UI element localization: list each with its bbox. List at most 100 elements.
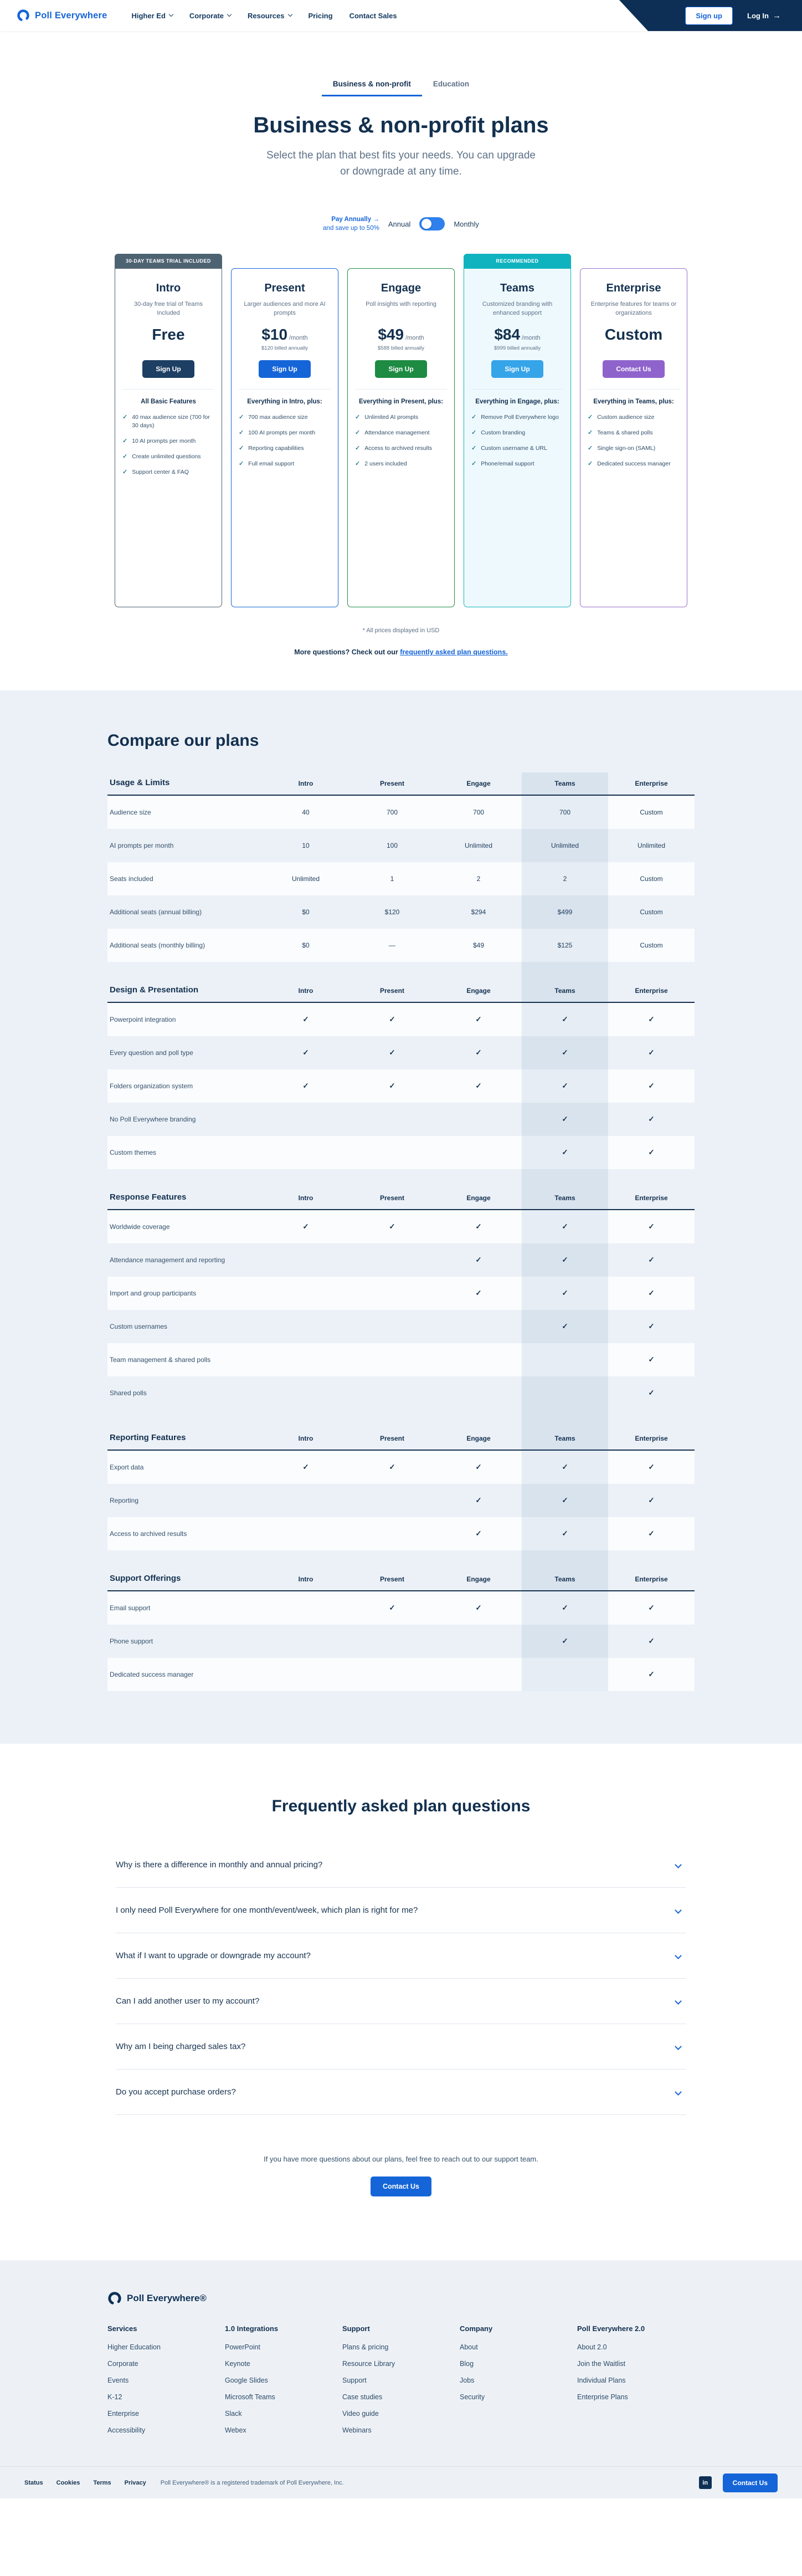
footer-link-video-guide[interactable]: Video guide bbox=[342, 2410, 379, 2418]
nav-item-resources[interactable]: Resources bbox=[248, 12, 292, 20]
faq-item-why-is-there-a-difference-in-monthly-and[interactable]: Why is there a difference in monthly and… bbox=[116, 1842, 686, 1888]
compare-section-header-design-presentation: Design & Presentation Intro Present Engage T… bbox=[107, 980, 695, 1003]
footer-columns: Services Higher Education Corporate Events K… bbox=[107, 2324, 695, 2443]
plan-card-teams: Teams Customized branding with enhanced s… bbox=[464, 268, 571, 608]
checkmark-icon: ✓ bbox=[302, 1082, 309, 1090]
divider bbox=[122, 389, 214, 390]
checkmark-icon: ✓ bbox=[562, 1048, 568, 1057]
footer-link-webex[interactable]: Webex bbox=[225, 2426, 246, 2435]
footer-link-google-slides[interactable]: Google Slides bbox=[225, 2377, 268, 2385]
nav-item-pricing[interactable]: Pricing bbox=[308, 11, 333, 20]
faq-question: Do you accept purchase orders? bbox=[116, 2087, 236, 2097]
footer-link-plans-pricing[interactable]: Plans & pricing bbox=[342, 2343, 389, 2352]
faq-anchor-link[interactable]: frequently asked plan questions. bbox=[400, 648, 508, 657]
nav-item-corporate[interactable]: Corporate bbox=[189, 12, 232, 20]
compare-cell bbox=[435, 1103, 522, 1136]
tab-business-non-profit[interactable]: Business & non-profit bbox=[321, 74, 422, 96]
footer-link-about[interactable]: About bbox=[460, 2343, 478, 2352]
plan-cta-enterprise[interactable]: Contact Us bbox=[603, 360, 665, 378]
footer-link-resource-library[interactable]: Resource Library bbox=[342, 2360, 395, 2368]
footer-link-join-the-waitlist[interactable]: Join the Waitlist bbox=[577, 2360, 626, 2368]
check-icon: ✓ bbox=[471, 414, 477, 421]
compare-section-title: Usage & Limits bbox=[110, 778, 170, 788]
footer-logo-text: Poll Everywhere® bbox=[127, 2293, 207, 2304]
footer-column-poll-everywhere-2-0: Poll Everywhere 2.0 About 2.0 Join the Wai… bbox=[577, 2324, 695, 2443]
compare-row-no-poll-everywhere-branding: No Poll Everywhere branding ✓ ✓ bbox=[107, 1103, 695, 1136]
plan-cta-present[interactable]: Sign Up bbox=[259, 360, 311, 378]
compare-plans-section: Compare our plans Usage & Limits Intro Pre… bbox=[0, 690, 802, 1744]
footer-link-corporate[interactable]: Corporate bbox=[107, 2360, 138, 2368]
nav-item-contact-sales[interactable]: Contact Sales bbox=[349, 11, 397, 20]
footer-link-keynote[interactable]: Keynote bbox=[225, 2360, 250, 2368]
legal-contact-us-button[interactable]: Contact Us bbox=[722, 2473, 778, 2492]
compare-row-label: No Poll Everywhere branding bbox=[110, 1115, 196, 1124]
chevron-down-icon bbox=[287, 12, 292, 17]
compare-title: Compare our plans bbox=[107, 731, 259, 750]
billing-toggle[interactable] bbox=[419, 217, 445, 231]
footer-link-higher-education[interactable]: Higher Education bbox=[107, 2343, 161, 2352]
tab-education[interactable]: Education bbox=[433, 80, 470, 88]
faq-contact-us-button[interactable]: Contact Us bbox=[371, 2176, 431, 2197]
footer-logo[interactable]: Poll Everywhere® bbox=[107, 2291, 695, 2306]
footer-link-blog[interactable]: Blog bbox=[460, 2360, 474, 2368]
footer-link-microsoft-teams[interactable]: Microsoft Teams bbox=[225, 2393, 275, 2401]
linkedin-icon[interactable]: in bbox=[698, 2476, 712, 2490]
faq-item-can-i-add-another-user-to-my-account[interactable]: Can I add another user to my account? bbox=[116, 1979, 686, 2025]
plan-intro: 30-DAY TEAMS TRIAL INCLUDED Intro 30-day f… bbox=[115, 254, 222, 608]
legal-link-cookies[interactable]: Cookies bbox=[56, 2479, 80, 2486]
footer-link-support[interactable]: Support bbox=[342, 2377, 367, 2385]
faq-list: Why is there a difference in monthly and… bbox=[116, 1842, 686, 2116]
plan-enterprise: Enterprise Enterprise features for teams … bbox=[580, 254, 687, 608]
faq-item-i-only-need-poll-everywhere-for-one-mont[interactable]: I only need Poll Everywhere for one mont… bbox=[116, 1888, 686, 1934]
compare-cell: $120 bbox=[384, 908, 400, 916]
plan-feature: ✓ 2 users included bbox=[355, 460, 447, 469]
compare-cell: Unlimited bbox=[551, 842, 579, 850]
check-icon: ✓ bbox=[588, 460, 593, 467]
legal-link-privacy[interactable]: Privacy bbox=[124, 2479, 146, 2486]
compare-column-intro: Intro bbox=[298, 987, 313, 995]
compare-cell bbox=[435, 1343, 522, 1376]
footer-link-slack[interactable]: Slack bbox=[225, 2410, 242, 2418]
compare-cell bbox=[349, 1243, 435, 1277]
footer-link-individual-plans[interactable]: Individual Plans bbox=[577, 2377, 626, 2385]
login-link[interactable]: Log In → bbox=[747, 11, 781, 21]
plan-cta-teams[interactable]: Sign Up bbox=[491, 360, 543, 378]
legal-link-terms[interactable]: Terms bbox=[93, 2479, 111, 2486]
poll-everywhere-logo-icon bbox=[17, 9, 29, 22]
footer-link-powerpoint[interactable]: PowerPoint bbox=[225, 2343, 260, 2352]
faq-item-why-am-i-being-charged-sales-tax[interactable]: Why am I being charged sales tax? bbox=[116, 2024, 686, 2070]
chevron-down-icon bbox=[675, 2088, 682, 2096]
plan-cta-engage[interactable]: Sign Up bbox=[375, 360, 427, 378]
footer-link-enterprise-plans[interactable]: Enterprise Plans bbox=[577, 2393, 628, 2401]
footer-link-accessibility[interactable]: Accessibility bbox=[107, 2426, 146, 2435]
plan-description: Enterprise features for teams or organiz… bbox=[590, 301, 677, 317]
poll-everywhere-logo[interactable]: Poll Everywhere bbox=[17, 9, 107, 22]
footer-link-events[interactable]: Events bbox=[107, 2377, 129, 2385]
plan-card-enterprise: Enterprise Enterprise features for teams … bbox=[580, 268, 687, 608]
billing-toggle-row: Pay Annually → and save up to 50% Annual… bbox=[0, 215, 802, 233]
compare-cell: 10 bbox=[302, 842, 310, 850]
compare-column-engage: Engage bbox=[466, 1194, 491, 1202]
footer-link-webinars[interactable]: Webinars bbox=[342, 2426, 372, 2435]
check-icon: ✓ bbox=[588, 414, 593, 421]
footer-link-about-2-0[interactable]: About 2.0 bbox=[577, 2343, 607, 2352]
plan-feature: ✓ Remove Poll Everywhere logo bbox=[471, 413, 563, 422]
faq-item-do-you-accept-purchase-orders[interactable]: Do you accept purchase orders? bbox=[116, 2070, 686, 2116]
compare-cell: 700 bbox=[386, 808, 398, 817]
compare-column-enterprise: Enterprise bbox=[635, 987, 668, 995]
signup-button[interactable]: Sign up bbox=[685, 6, 733, 25]
promo-line-2: and save up to 50% bbox=[323, 225, 379, 232]
compare-row-access-to-archived-results: Access to archived results ✓ ✓ ✓ bbox=[107, 1517, 695, 1551]
footer-link-enterprise[interactable]: Enterprise bbox=[107, 2410, 139, 2418]
footer-link-jobs[interactable]: Jobs bbox=[460, 2377, 475, 2385]
footer-link-case-studies[interactable]: Case studies bbox=[342, 2393, 383, 2401]
footer-link-k-12[interactable]: K-12 bbox=[107, 2393, 122, 2401]
compare-cell bbox=[263, 1484, 349, 1517]
nav-item-higher-ed[interactable]: Higher Ed bbox=[131, 12, 174, 20]
compare-table: Usage & Limits Intro Present Engage Teams Ent… bbox=[107, 772, 695, 1692]
footer-link-security[interactable]: Security bbox=[460, 2393, 485, 2401]
divider bbox=[588, 389, 680, 390]
legal-link-status[interactable]: Status bbox=[24, 2479, 43, 2486]
plan-cta-intro[interactable]: Sign Up bbox=[142, 360, 194, 378]
faq-item-what-if-i-want-to-upgrade-or-downgrade-m[interactable]: What if I want to upgrade or downgrade m… bbox=[116, 1933, 686, 1979]
